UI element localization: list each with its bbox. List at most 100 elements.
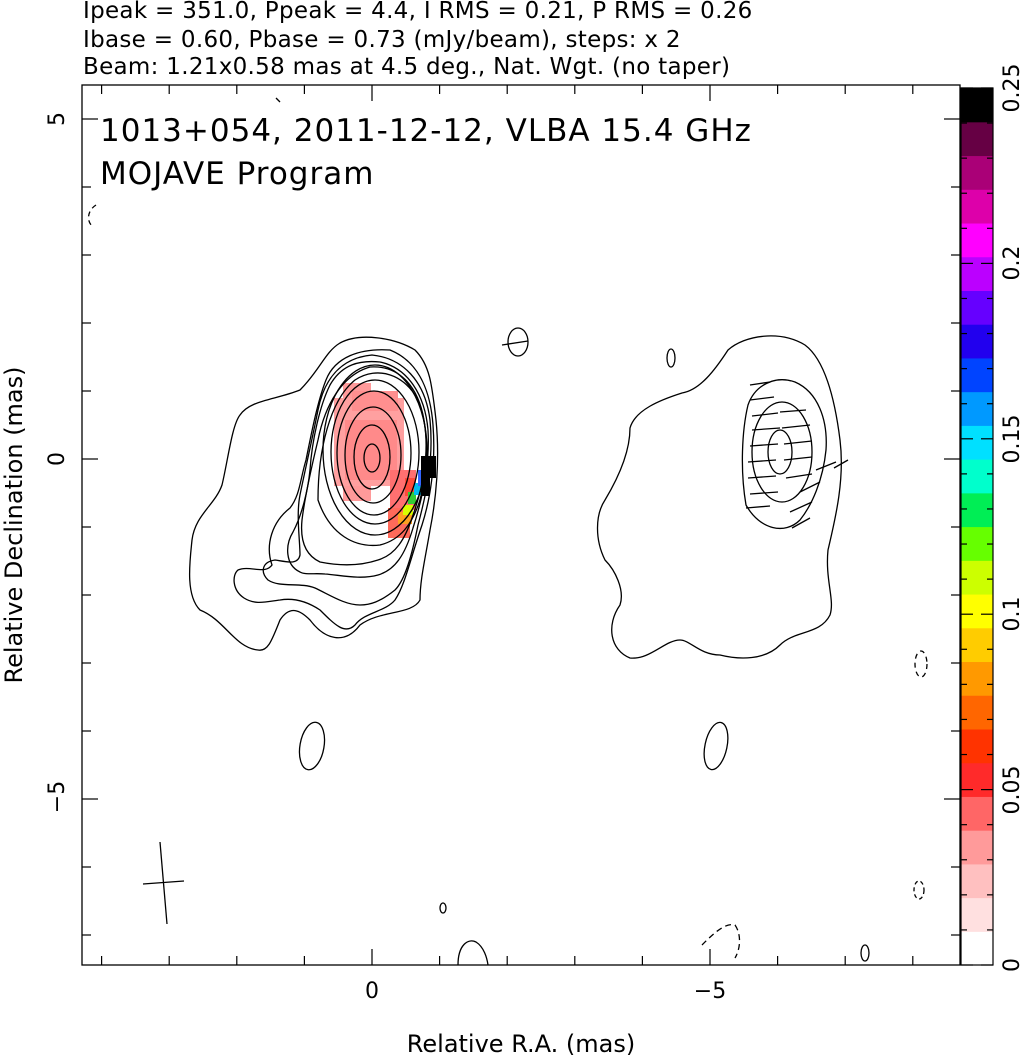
evpa-vector — [749, 381, 771, 386]
evpa-vector — [785, 473, 813, 479]
pol-patch — [421, 476, 430, 496]
pol-patch — [352, 391, 398, 411]
beam-cross — [142, 841, 185, 925]
evpa-vector — [815, 461, 837, 471]
colorbar-segment — [961, 88, 993, 123]
contour — [751, 401, 813, 503]
contour — [767, 429, 793, 475]
evpa-vector — [745, 505, 771, 509]
colorbar-label-0.05: 0.05 — [1000, 766, 1021, 815]
evpa-vector — [799, 481, 821, 493]
colorbar-segment — [961, 627, 993, 663]
pol-patch — [414, 483, 422, 495]
pol-patch — [405, 478, 415, 496]
evpa-vector — [779, 409, 807, 413]
colorbar-ticks — [961, 87, 993, 966]
colorbar-segment — [961, 155, 993, 190]
colorbar-segment — [961, 897, 993, 932]
colorbar-label-0: 0 — [1000, 958, 1021, 972]
contour — [914, 650, 928, 678]
colorbar-segment — [961, 121, 993, 157]
colorbar-segment — [961, 492, 993, 528]
evpa-vector — [749, 443, 779, 447]
colorbar-frame — [960, 87, 994, 966]
beam-minor-axis — [142, 880, 185, 885]
colorbar-segment — [961, 324, 993, 359]
contour — [188, 336, 439, 651]
y-tick-label-minus5: −5 — [45, 781, 70, 813]
x-axis-label: Relative R.A. (mas) — [407, 1030, 635, 1058]
colorbar-label-0.2: 0.2 — [1000, 246, 1021, 281]
pol-patch — [408, 492, 416, 504]
evpa-vector — [749, 491, 779, 495]
colorbar-label-0.1: 0.1 — [1000, 597, 1021, 632]
colorbar-label-0.25: 0.25 — [1000, 64, 1021, 113]
contour — [262, 354, 432, 606]
x-tick-label-minus5: −5 — [694, 979, 726, 1004]
evpa-vector — [791, 517, 811, 529]
plot-title: 1013+054, 2011-12-12, VLBA 15.4 GHz — [100, 113, 752, 149]
y-axis-label: Relative Declination (mas) — [0, 366, 28, 683]
contour — [703, 721, 729, 771]
colorbar-segment — [961, 560, 993, 595]
evpa-vector — [789, 501, 813, 513]
contour — [913, 880, 925, 900]
contour — [353, 424, 391, 490]
evpa-vector — [833, 459, 849, 469]
contours-west — [596, 335, 842, 659]
contour — [666, 348, 676, 368]
colorbar-segment — [961, 189, 993, 224]
evpa-vector — [747, 459, 777, 463]
colorbar-segment — [961, 459, 993, 494]
contour — [298, 721, 326, 771]
y-tick-label-0: 0 — [45, 452, 70, 466]
contour — [275, 97, 281, 103]
pol-patch — [403, 505, 413, 515]
evpa-vector — [501, 340, 529, 346]
contour — [457, 940, 489, 966]
contour — [439, 902, 447, 914]
y-tick-label-5: 5 — [45, 112, 70, 126]
header-line-2: Ibase = 0.60, Pbase = 0.73 (mJy/beam), s… — [83, 27, 681, 53]
axis-ticks — [82, 85, 960, 965]
colorbar-segment — [961, 391, 993, 426]
contour — [87, 204, 97, 227]
plot-frame — [81, 84, 961, 966]
header-line-3: Beam: 1.21x0.58 mas at 4.5 deg., Nat. Wg… — [83, 54, 730, 80]
evpa-vector — [751, 427, 781, 431]
colorbar-segment — [961, 661, 993, 696]
colorbar-segment — [961, 357, 993, 393]
evpa-vector — [781, 424, 811, 429]
colorbar-segment — [961, 931, 993, 966]
contour — [507, 327, 529, 357]
x-tick-label-0: 0 — [365, 979, 379, 1004]
colorbar-segment — [961, 425, 993, 460]
colorbar — [961, 88, 993, 966]
contour — [233, 349, 435, 630]
contour — [344, 406, 402, 504]
contour — [596, 335, 842, 659]
contour — [741, 379, 827, 529]
evpa-vector — [751, 412, 779, 417]
evpa-vector — [747, 475, 777, 479]
colorbar-segment — [961, 762, 993, 797]
header-line-1: Ipeak = 351.0, Ppeak = 4.4, I RMS = 0.21… — [83, 0, 753, 24]
contour — [330, 379, 420, 525]
contour — [860, 944, 870, 962]
evpa-vector — [783, 456, 813, 461]
contour — [363, 443, 381, 473]
colorbar-segment — [961, 256, 993, 291]
contours-core — [188, 336, 439, 651]
noise-contours — [87, 97, 928, 966]
colorbar-segment — [961, 593, 993, 629]
contour — [701, 923, 741, 959]
contour — [322, 364, 428, 536]
evpa-vector — [749, 396, 775, 401]
evpa-vector — [783, 440, 813, 445]
plot-subtitle: MOJAVE Program — [100, 156, 374, 192]
colorbar-label-0.15: 0.15 — [1000, 415, 1021, 464]
colorbar-segment — [961, 290, 993, 325]
colorbar-segment — [961, 796, 993, 831]
colorbar-segment — [961, 695, 993, 730]
